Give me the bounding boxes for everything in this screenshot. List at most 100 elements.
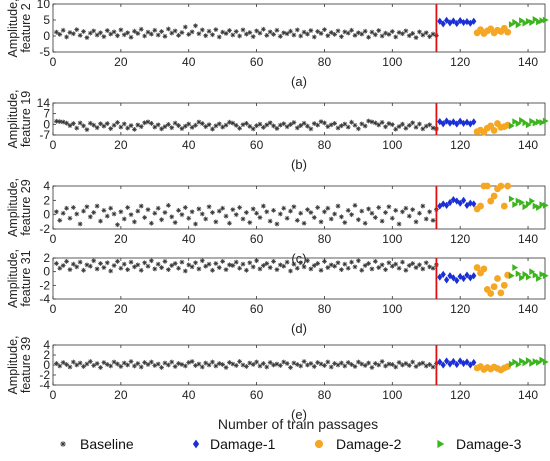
data-point — [519, 199, 525, 206]
data-point — [64, 120, 69, 126]
x-tick-label: 120 — [450, 232, 470, 246]
data-point — [467, 361, 473, 369]
data-point — [389, 263, 395, 269]
data-point — [504, 182, 512, 190]
data-point — [362, 263, 368, 268]
data-point — [104, 213, 110, 219]
data-point — [206, 28, 212, 34]
data-point — [155, 32, 161, 38]
data-point — [250, 34, 256, 40]
data-point — [196, 266, 202, 272]
data-point — [529, 117, 536, 125]
data-point — [138, 26, 144, 32]
data-point — [87, 263, 93, 269]
data-point — [508, 195, 515, 203]
data-point — [67, 215, 73, 221]
data-point — [542, 16, 549, 24]
data-point — [525, 121, 532, 129]
data-point — [145, 362, 151, 367]
data-point — [216, 361, 222, 366]
data-point — [77, 360, 83, 366]
x-tick-label: 60 — [250, 55, 264, 69]
subplot-5: 0 20 40 60 80 100 120 140-4-2024Amplitude,featu… — [6, 335, 549, 422]
data-point — [172, 28, 178, 34]
panel-label: (d) — [291, 321, 307, 336]
data-point — [542, 272, 549, 280]
plot-frame — [52, 102, 546, 136]
y-tick-label: 0 — [43, 358, 50, 372]
series-baseline — [53, 359, 439, 370]
data-point — [305, 258, 310, 264]
data-point — [155, 361, 161, 367]
legend-item-damage-3: Damage-3 — [437, 436, 522, 452]
data-point — [216, 208, 222, 214]
data-point — [162, 33, 168, 39]
data-point — [325, 265, 331, 270]
data-point — [84, 127, 90, 133]
data-point — [237, 125, 243, 131]
data-point — [536, 18, 542, 26]
data-point — [159, 265, 164, 270]
data-point — [98, 30, 103, 36]
data-point — [142, 120, 148, 126]
data-point — [490, 192, 498, 200]
data-point — [519, 116, 525, 124]
data-point — [115, 222, 120, 228]
data-point — [135, 361, 141, 366]
data-point — [532, 271, 539, 279]
data-point — [308, 28, 314, 33]
data-point — [206, 261, 212, 267]
data-point — [152, 124, 158, 130]
data-point — [233, 212, 239, 218]
data-point — [271, 259, 276, 264]
data-point — [186, 360, 192, 365]
data-point — [315, 122, 321, 128]
data-point — [494, 275, 501, 282]
series-damage-2 — [473, 120, 512, 136]
data-point — [473, 264, 481, 271]
data-point — [176, 361, 181, 366]
data-point — [447, 198, 453, 207]
data-point — [440, 270, 446, 278]
data-point — [254, 258, 259, 264]
series-damage-2 — [473, 24, 512, 37]
data-point — [525, 357, 532, 364]
data-point — [291, 32, 297, 38]
data-point — [369, 210, 375, 216]
data-point — [349, 119, 354, 125]
data-point — [162, 360, 168, 366]
data-point — [335, 362, 341, 368]
x-tick-label: 20 — [114, 302, 128, 316]
data-point — [81, 267, 86, 273]
data-point — [220, 124, 226, 130]
data-point — [203, 360, 209, 366]
y-tick-label: 4 — [43, 338, 50, 352]
data-point — [64, 34, 69, 40]
data-point — [227, 262, 232, 268]
data-point — [454, 197, 460, 205]
subplot-2: 0 20 40 60 80 100 120 140-70714Amplitude,featur… — [6, 89, 549, 172]
data-point — [389, 29, 395, 34]
data-point — [260, 26, 266, 32]
data-point — [529, 197, 536, 205]
x-tick-label: 0 — [50, 302, 57, 316]
data-point — [233, 29, 239, 34]
legend-label: Damage-1 — [210, 436, 276, 452]
data-point — [115, 120, 120, 125]
y-tick-label: -2 — [39, 278, 50, 292]
data-point — [335, 28, 341, 34]
data-point — [274, 126, 280, 131]
data-point — [515, 361, 522, 368]
data-point — [430, 265, 436, 271]
series-damage-3 — [508, 356, 549, 368]
data-point — [379, 119, 385, 125]
data-point — [57, 265, 63, 271]
data-point — [149, 121, 154, 126]
data-point — [172, 261, 178, 266]
data-point — [203, 263, 209, 269]
data-point — [376, 122, 382, 128]
data-point — [176, 123, 181, 128]
data-point — [223, 122, 229, 128]
data-point — [359, 267, 365, 273]
y-tick-label: 2 — [43, 251, 50, 265]
